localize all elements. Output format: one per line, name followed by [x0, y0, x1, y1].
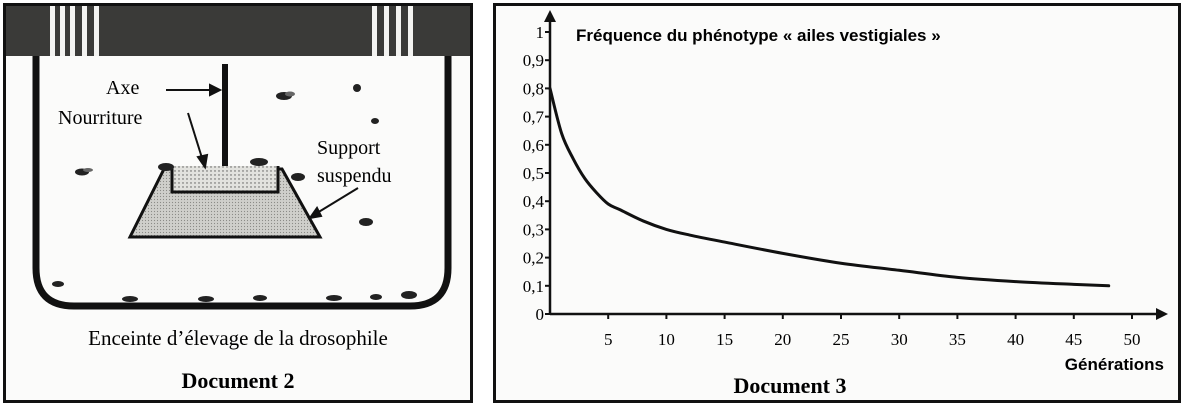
phenotype-frequency-chart: 0 0,1 0,2 0,3 0,4 0,5 0,6 0,7 0,8 0,9 1 5 10 15 20 25 3… — [523, 10, 1168, 398]
y-tick-label: 1 — [536, 23, 545, 42]
y-tick-label: 0,7 — [523, 108, 545, 127]
chart-axes — [544, 10, 1168, 320]
x-axis-label: Générations — [1065, 355, 1164, 374]
y-tick-label: 0,9 — [523, 51, 544, 70]
series-line — [548, 86, 1111, 288]
x-tick-label: 30 — [891, 330, 908, 349]
x-tick-label: 50 — [1124, 330, 1141, 349]
y-tick-label: 0,2 — [523, 249, 544, 268]
food-dish — [170, 166, 280, 194]
enclosure-wall — [32, 56, 452, 310]
x-tick-label: 10 — [658, 330, 675, 349]
rearing-enclosure-diagram: Axe Nourriture Support suspendu Enceinte… — [6, 6, 470, 393]
nourriture-label: Nourriture — [58, 107, 143, 129]
x-tick-label: 35 — [949, 330, 966, 349]
support-label-line2: suspendu — [317, 165, 391, 187]
x-axis-ticks: 5 10 15 20 25 30 35 40 45 50 — [604, 314, 1141, 349]
support-label-line1: Support — [317, 137, 381, 159]
support-arrow — [316, 187, 359, 214]
document-2-panel: Axe Nourriture Support suspendu Enceinte… — [3, 3, 473, 403]
y-tick-label: 0 — [536, 305, 545, 324]
nourriture-arrow — [187, 112, 203, 159]
y-tick-label: 0,1 — [523, 277, 544, 296]
y-tick-label: 0,8 — [523, 79, 544, 98]
x-tick-label: 20 — [774, 330, 791, 349]
suspension-axis — [222, 64, 228, 168]
y-tick-label: 0,3 — [523, 220, 544, 239]
chart-title: Fréquence du phénotype « ailes vestigial… — [576, 26, 941, 45]
y-axis-ticks: 0 0,1 0,2 0,3 0,4 0,5 0,6 0,7 0,8 0,9 1 — [523, 23, 550, 324]
y-axis-arrowhead — [544, 10, 556, 22]
y-tick-label: 0,6 — [523, 136, 544, 155]
document-3-caption: Document 3 — [733, 373, 846, 398]
x-tick-label: 40 — [1007, 330, 1024, 349]
x-tick-label: 25 — [833, 330, 850, 349]
chart-series — [548, 86, 1111, 288]
axe-label: Axe — [106, 77, 139, 99]
x-tick-label: 45 — [1065, 330, 1082, 349]
x-tick-label: 15 — [716, 330, 733, 349]
x-axis-arrowhead — [1156, 308, 1168, 320]
y-tick-label: 0,5 — [523, 164, 544, 183]
y-tick-label: 0,4 — [523, 192, 545, 211]
drosophila-flies — [52, 84, 417, 302]
document-2-caption: Document 2 — [181, 368, 294, 393]
document-3-panel: 0 0,1 0,2 0,3 0,4 0,5 0,6 0,7 0,8 0,9 1 5 10 15 20 25 3… — [493, 3, 1181, 403]
x-tick-label: 5 — [604, 330, 613, 349]
enclosure-label: Enceinte d’élevage de la drosophile — [88, 326, 388, 350]
